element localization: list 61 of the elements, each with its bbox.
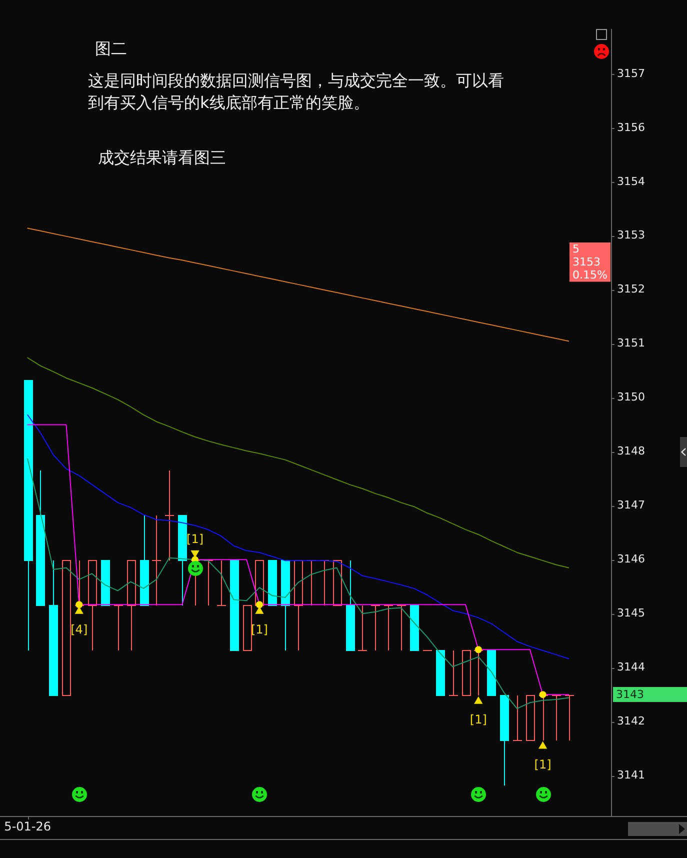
y-tick-label: 3152	[617, 282, 645, 296]
candlestick	[230, 560, 239, 651]
y-tick-label: 3147	[617, 498, 645, 512]
candlestick	[62, 560, 71, 696]
candlestick	[462, 650, 471, 696]
text: [1]	[534, 757, 552, 772]
y-tick-label: 3151	[617, 336, 645, 350]
candlestick	[49, 560, 58, 696]
candlestick	[487, 650, 496, 696]
candlestick	[152, 515, 162, 606]
text: 3143	[616, 688, 644, 701]
candlestick	[140, 515, 149, 606]
candlestick	[24, 380, 33, 651]
candlestick	[216, 560, 226, 606]
annotation: 3153	[572, 256, 600, 269]
y-tick-label: 3145	[617, 606, 645, 620]
y-tick-label: 3154	[617, 174, 645, 188]
text: [1]	[470, 712, 487, 726]
candlestick	[101, 560, 110, 606]
candlestick	[564, 695, 574, 741]
y-tick-label: 3150	[617, 390, 645, 404]
candlestick	[268, 560, 277, 606]
y-tick-label: 3141	[617, 768, 645, 782]
y-tick-label: 3157	[617, 66, 645, 80]
annotation: 成交结果请看图三	[98, 148, 226, 168]
text: [1]	[250, 622, 268, 637]
candlestick	[526, 695, 535, 741]
text: 图二	[95, 39, 127, 58]
x-tick-label: 5-01-26	[4, 819, 52, 834]
candlestick	[500, 695, 509, 786]
y-tick-label: 3156	[617, 120, 645, 134]
annotation: 0.15%	[572, 268, 608, 282]
candlestick	[396, 605, 406, 651]
candlestick	[552, 695, 562, 741]
candlestick	[127, 560, 136, 651]
candlestick	[333, 560, 342, 606]
candlestick	[294, 560, 303, 651]
candlestick	[384, 605, 394, 651]
candlestick	[178, 515, 187, 606]
candlestick	[164, 470, 174, 561]
candlestick	[448, 650, 458, 696]
candlestick	[281, 560, 290, 651]
y-tick-label: 3142	[617, 714, 645, 728]
candlestick	[88, 560, 97, 651]
y-tick-label: 3144	[617, 660, 645, 674]
series-label: [4]	[70, 622, 88, 637]
candlestick	[410, 605, 419, 651]
candlestick	[512, 695, 522, 741]
candlestick	[346, 560, 355, 651]
series-label: [1]	[186, 532, 204, 546]
candlestick	[358, 605, 368, 651]
candlestick	[370, 605, 380, 651]
y-tick-label: 3146	[617, 552, 645, 566]
annotation: 5	[572, 242, 580, 256]
candlestick	[114, 605, 124, 651]
y-tick-label: 3153	[617, 228, 645, 242]
candlestick	[243, 605, 252, 651]
candlestick	[436, 650, 445, 696]
text: 这是同时间段的数据回测信号图，与成交完全一致。可以看到有买入信号的k线底部有正常的笑脸。	[88, 71, 504, 112]
y-tick-label: 3148	[617, 444, 645, 458]
candlestick	[36, 470, 45, 606]
